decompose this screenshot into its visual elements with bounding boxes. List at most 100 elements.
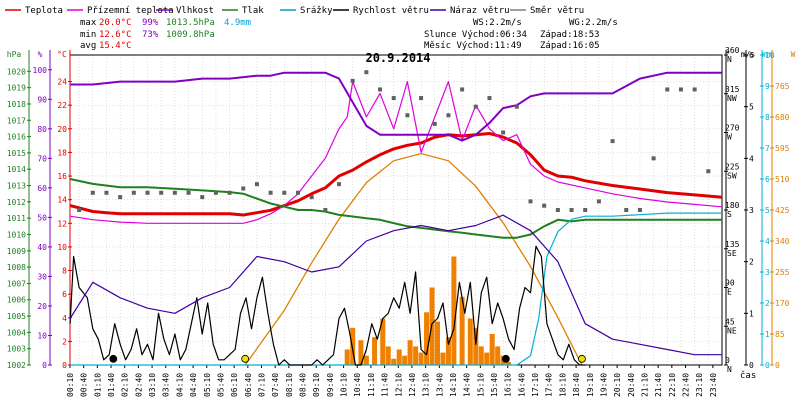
legend-label: Přízemní teplota: [87, 6, 174, 16]
degrees-tick-label: 45: [725, 317, 735, 326]
astro-moon-set: Západ:16:05: [540, 41, 600, 51]
rain-intensity-bar: [418, 352, 424, 365]
stats-min-press: 1009.8hPa: [166, 30, 215, 40]
rain-intensity-bar: [391, 358, 397, 365]
wind-direction-point: [555, 208, 560, 212]
degrees-tick-label: SW: [727, 171, 737, 180]
series-naraz-vetru: [69, 214, 722, 356]
wind-direction-point: [213, 190, 218, 195]
celsius-tick-label: 4: [62, 314, 67, 323]
x-tick-label: 14:10: [449, 373, 458, 397]
rain-intensity-bar: [467, 318, 473, 365]
legend-label: Rychlost větru: [353, 6, 429, 16]
wind-direction-point: [487, 96, 492, 101]
wind-direction-point: [624, 208, 629, 212]
x-tick-label: 05:40: [216, 373, 225, 397]
rain-intensity-bar: [434, 321, 440, 365]
x-tick-label: 22:40: [682, 373, 691, 397]
hpa-tick-label: 1019: [7, 84, 26, 93]
wind-direction-point: [432, 121, 437, 126]
rain-intensity-bar: [478, 346, 484, 365]
x-tick-label: 21:40: [654, 373, 663, 397]
x-tick-label: 04:40: [189, 373, 198, 397]
celsius-tick-label: 14: [57, 196, 67, 205]
celsius-tick-label: 6: [62, 290, 67, 299]
hpa-tick-label: 1008: [7, 263, 26, 272]
rain-intensity-bar: [459, 296, 465, 365]
wind-direction-point: [583, 208, 588, 212]
stats-max-press: 1013.5hPa: [166, 18, 215, 28]
x-tick-label: 03:40: [162, 373, 171, 397]
event-marker: [501, 354, 510, 363]
x-tick-label: 11:40: [381, 373, 390, 397]
wind-direction-point: [596, 199, 601, 204]
x-tick-label: 03:10: [148, 373, 157, 397]
stats-max-hum: 99%: [142, 18, 159, 28]
wm2-tick-label: 765: [775, 82, 790, 91]
wind-direction-point: [268, 190, 273, 195]
rain-intensity-bar: [451, 256, 457, 365]
stats-block: max 20.0°C 99% 1013.5hPa 4.9mm min 12.6°…: [80, 18, 251, 51]
rain-intensity-bar: [402, 355, 408, 365]
degrees-tick-label: E: [727, 288, 732, 297]
x-tick-label: 14:40: [463, 373, 472, 397]
rain-intensity-bar: [473, 327, 479, 365]
ms-tick-label: 0: [749, 361, 754, 370]
x-tick-label: 20:10: [613, 373, 622, 397]
degrees-tick-label: SE: [727, 249, 737, 258]
x-tick-label: 16:10: [504, 373, 513, 397]
rain-intensity-bar: [484, 352, 490, 365]
percent-tick-label: 90: [37, 95, 47, 104]
wm2-tick-label: 255: [775, 268, 790, 277]
wind-direction-point: [446, 113, 451, 118]
legend-label: Směr větru: [530, 6, 584, 16]
stats-max-rain: 4.9mm: [224, 18, 251, 28]
degrees-tick-label: 90: [725, 279, 735, 288]
wm2-tick-label: 340: [775, 237, 790, 246]
degrees-tick-label: NW: [727, 94, 737, 103]
wind-direction-point: [473, 104, 478, 109]
legend-label: Tlak: [242, 6, 264, 16]
wind-direction-point: [145, 190, 150, 195]
ms-tick-label: 5: [749, 103, 754, 112]
rain-intensity-bar: [506, 361, 512, 365]
ms-tick-label: 6: [749, 51, 754, 60]
wind-direction-point: [528, 199, 533, 204]
celsius-tick-label: 18: [57, 148, 67, 157]
ms-tick-label: 1: [749, 309, 754, 318]
degrees-tick-label: 135: [725, 240, 740, 249]
legend-label: Teplota: [25, 6, 63, 16]
wm2-tick-label: 425: [775, 206, 790, 215]
x-tick-label: 06:10: [230, 373, 239, 397]
x-tick-label: 02:10: [121, 373, 130, 397]
wm2-tick-label: 510: [775, 175, 790, 184]
wm2-tick-label: 85: [775, 330, 785, 339]
degrees-tick-label: 0: [725, 356, 730, 365]
x-tick-label: 17:10: [531, 373, 540, 397]
hpa-tick-label: 1017: [7, 116, 26, 125]
celsius-tick-label: 22: [57, 101, 67, 110]
x-tick-label: 13:10: [422, 373, 431, 397]
percent-tick-label: 100: [33, 66, 48, 75]
legend-label: Srážky: [300, 6, 333, 16]
mm-tick-label: 1: [765, 330, 770, 339]
hpa-tick-label: 1004: [7, 328, 26, 337]
celsius-tick-label: 24: [57, 78, 67, 87]
hpa-tick-label: 1013: [7, 182, 26, 191]
hpa-tick-label: 1016: [7, 133, 26, 142]
x-tick-label: 19:10: [586, 373, 595, 397]
legend-label: Vlhkost: [176, 6, 214, 16]
event-marker: [109, 354, 118, 363]
wind-direction-point: [405, 113, 410, 118]
x-tick-label: 00:10: [66, 373, 75, 397]
series-prizemni-teplota: [70, 81, 723, 224]
plot-area: [69, 70, 723, 366]
x-tick-label: 22:10: [668, 373, 677, 397]
astro-ws: WS:2.2m/s: [473, 18, 522, 28]
x-tick-label: 23:40: [709, 373, 718, 397]
rain-intensity-bar: [344, 349, 350, 365]
wind-direction-point: [514, 104, 519, 109]
degrees-tick-label: 225: [725, 162, 740, 171]
wind-direction-point: [706, 169, 711, 174]
